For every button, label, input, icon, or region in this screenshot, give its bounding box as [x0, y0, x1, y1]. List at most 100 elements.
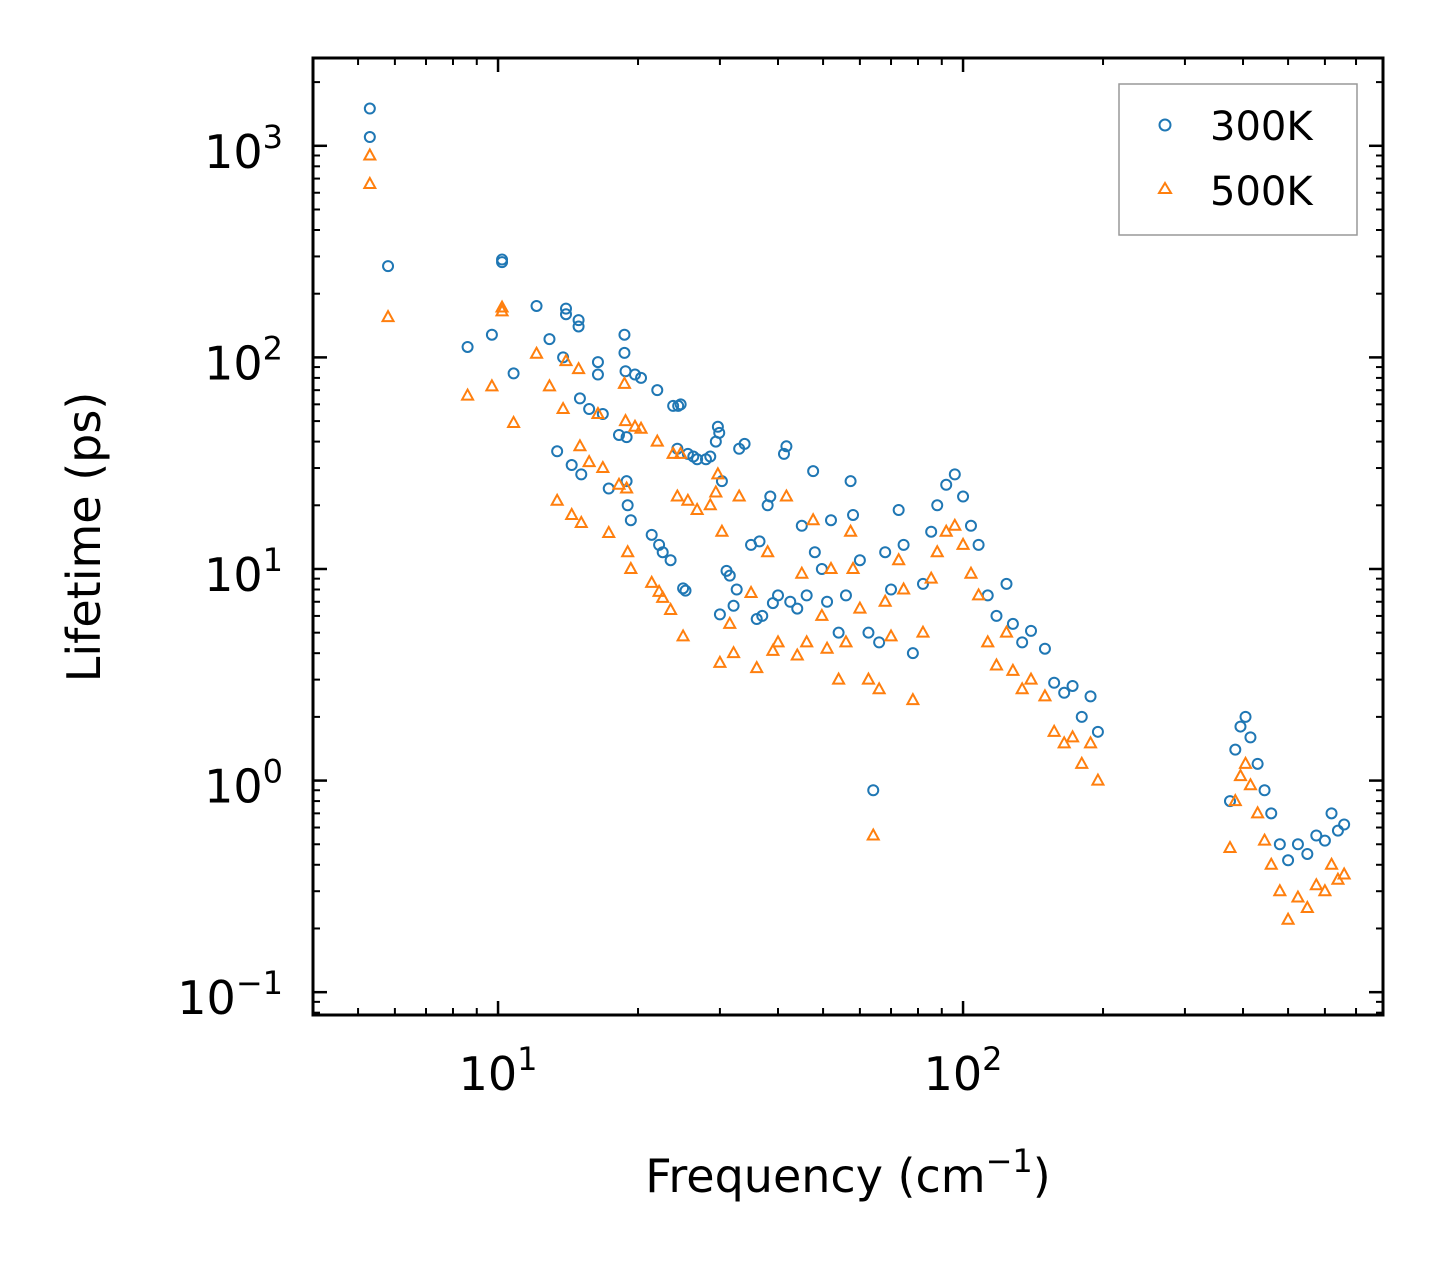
- data-point-300k: [832, 626, 845, 639]
- data-point-500k: [779, 488, 794, 502]
- data-point-500k: [484, 378, 500, 392]
- y-tick-label: 102: [204, 329, 283, 390]
- data-point-500k: [673, 445, 688, 459]
- data-point-300k: [664, 554, 677, 567]
- x-tick-label: 102: [924, 1040, 1003, 1101]
- data-point-500k: [1222, 839, 1238, 854]
- data-point-500k: [665, 445, 681, 459]
- data-point-300k: [885, 583, 898, 596]
- data-point-300k: [897, 538, 910, 551]
- data-point-500k: [1005, 662, 1021, 676]
- x-minor-ticks: [312, 58, 1384, 1015]
- data-point-300k: [551, 445, 564, 458]
- data-point-300k: [1325, 807, 1338, 820]
- data-point-300k: [1038, 642, 1051, 655]
- data-point-500k: [590, 405, 606, 420]
- data-point-500k: [866, 827, 881, 841]
- legend-label-500k: 500K: [1210, 169, 1314, 215]
- data-point-500k: [1065, 729, 1080, 743]
- data-point-300k: [543, 333, 556, 346]
- data-point-500k: [831, 671, 846, 685]
- plot-area: [311, 56, 1385, 1017]
- data-point-500k: [861, 671, 876, 685]
- data-point-500k: [651, 583, 667, 597]
- data-point-300k: [738, 437, 751, 450]
- data-point-500k: [689, 501, 705, 516]
- data-point-500k: [627, 418, 643, 432]
- data-point-300k: [1318, 834, 1331, 847]
- data-point-300k: [645, 528, 658, 541]
- data-point-500k: [770, 634, 786, 648]
- data-point-500k: [710, 466, 726, 480]
- data-point-500k: [891, 552, 906, 566]
- data-point-500k: [1090, 772, 1106, 786]
- data-point-300k: [1244, 731, 1257, 744]
- data-point-500k: [675, 628, 691, 642]
- data-point-500k: [819, 640, 835, 654]
- data-point-500k: [947, 517, 963, 531]
- data-point-300k: [573, 392, 586, 405]
- x-axis-label: Frequency (cm−1): [645, 1142, 1050, 1203]
- data-point-300k: [1273, 838, 1286, 851]
- data-point-300k: [972, 538, 985, 551]
- data-point-500k: [1280, 911, 1296, 925]
- y-tick-label: 101: [204, 541, 283, 602]
- data-point-300k: [879, 546, 892, 559]
- data-point-300k: [862, 626, 875, 639]
- data-point-300k: [1265, 807, 1278, 820]
- data-point-500k: [623, 560, 639, 574]
- data-point-500k: [805, 512, 821, 526]
- data-point-300k: [764, 490, 777, 503]
- data-point-500k: [460, 387, 475, 401]
- data-point-500k: [670, 488, 685, 502]
- data-point-500k: [731, 488, 747, 502]
- data-point-500k: [680, 492, 696, 506]
- data-point-500k: [955, 536, 971, 550]
- data-point-500k: [1257, 832, 1272, 846]
- data-point-500k: [999, 624, 1014, 638]
- data-point-500k: [564, 506, 579, 520]
- data-point-500k: [714, 523, 730, 537]
- data-point-300k: [559, 302, 572, 315]
- data-point-500k: [1074, 755, 1089, 769]
- data-point-300k: [624, 514, 637, 527]
- data-point-300k: [925, 525, 938, 538]
- data-point-500k: [963, 565, 979, 579]
- x-major-ticks: [496, 58, 965, 1015]
- data-point-300k: [1338, 818, 1351, 831]
- data-point-300k: [1331, 824, 1344, 837]
- data-point-500k: [611, 476, 627, 490]
- data-point-500k: [1290, 889, 1306, 903]
- data-point-300k: [572, 320, 585, 333]
- data-point-300k: [821, 595, 834, 608]
- data-point-300k: [795, 519, 808, 532]
- data-point-300k: [711, 420, 724, 433]
- data-point-500k: [572, 438, 588, 452]
- data-point-300k: [1251, 757, 1264, 770]
- data-point-300k: [873, 636, 886, 649]
- data-point-500k: [896, 581, 911, 595]
- legend-frame: [1118, 83, 1358, 236]
- data-point-300k: [677, 582, 690, 595]
- y-tick-label: 100: [204, 753, 283, 814]
- data-point-500k: [1324, 856, 1339, 870]
- data-point-300k: [565, 459, 578, 472]
- plot-frame: [311, 56, 1385, 1017]
- data-point-500k: [555, 400, 571, 415]
- data-point-300k: [1291, 838, 1304, 851]
- data-point-500k: [1272, 883, 1288, 897]
- data-point-300k: [559, 308, 572, 321]
- data-point-500k: [650, 433, 665, 447]
- data-point-300k: [691, 453, 704, 466]
- data-point-300k: [530, 299, 543, 312]
- data-point-300k: [808, 546, 821, 559]
- data-point-300k: [892, 504, 905, 517]
- series-300k: [363, 102, 1351, 867]
- data-point-300k: [727, 599, 740, 612]
- data-point-500k: [905, 692, 921, 706]
- data-point-300k: [496, 256, 509, 269]
- y-minor-ticks: [313, 81, 1383, 1014]
- data-point-300k: [957, 490, 970, 503]
- data-point-300k: [1282, 854, 1295, 867]
- data-point-500k: [1317, 883, 1333, 897]
